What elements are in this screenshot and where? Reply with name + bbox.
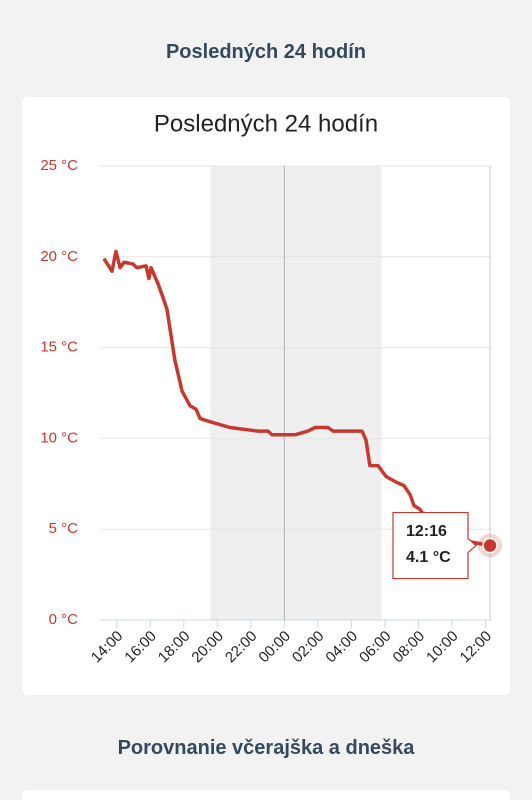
x-tick-label: 20:00 xyxy=(188,628,227,667)
x-tick-label: 02:00 xyxy=(289,628,328,667)
chart-card: Posledných 24 hodín 0 °C 5 °C 10 °C 15 °C 20… xyxy=(22,97,510,695)
y-tick-label: 5 °C xyxy=(49,520,79,537)
tooltip-box xyxy=(392,511,477,580)
x-tick-label: 00:00 xyxy=(255,628,294,667)
last-point xyxy=(482,537,498,554)
section-title: Posledných 24 hodín xyxy=(165,41,367,63)
y-tick-label: 25 °C xyxy=(40,157,78,174)
chart: Posledných 24 hodín 0 °C 5 °C 10 °C 15 °C 20… xyxy=(40,110,502,667)
x-tick-label: 16:00 xyxy=(121,628,160,667)
y-tick-label: 20 °C xyxy=(40,248,78,265)
chart-title: Posledných 24 hodín xyxy=(154,110,378,137)
y-tick-label: 10 °C xyxy=(40,429,78,446)
x-tick-label: 10:00 xyxy=(423,628,462,667)
x-tick-label: 14:00 xyxy=(88,628,127,667)
x-tick-label: 08:00 xyxy=(390,628,429,667)
x-tick-label: 18:00 xyxy=(155,628,194,667)
temperature-line xyxy=(102,249,491,548)
night-band xyxy=(210,166,382,620)
x-tick-label: 22:00 xyxy=(222,628,261,667)
x-tick-label: 04:00 xyxy=(322,628,361,667)
card xyxy=(22,790,510,800)
y-tick-label: 15 °C xyxy=(40,339,78,356)
x-tick-label: 06:00 xyxy=(356,628,395,667)
tooltip-value: 4.1 °C xyxy=(406,549,451,566)
y-tick-label: 0 °C xyxy=(49,611,79,628)
tooltip-time: 12:16 xyxy=(406,523,447,540)
section-title: Porovnanie včerajška a dneška xyxy=(117,737,415,759)
x-tick-label: 12:00 xyxy=(457,628,496,667)
